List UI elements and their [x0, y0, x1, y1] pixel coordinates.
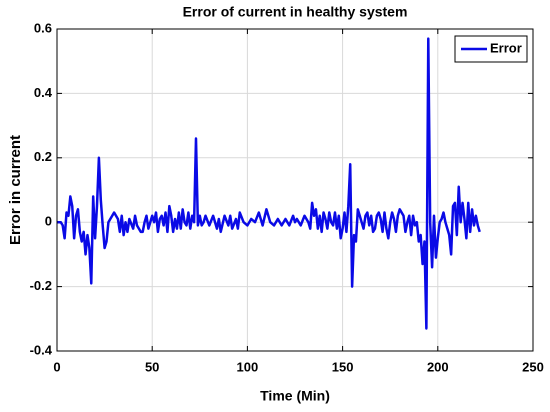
x-tick-label: 200	[427, 359, 449, 374]
plot-frame	[56, 28, 534, 352]
x-tick-label: 50	[145, 359, 159, 374]
data-line	[57, 37, 481, 330]
y-tick-label: -0.4	[30, 342, 53, 357]
plot-area	[57, 29, 533, 351]
legend-label: Error	[490, 40, 522, 55]
x-axis-label: Time (Min)	[260, 388, 330, 404]
x-tick-label: 250	[522, 359, 544, 374]
y-tick-label: 0.6	[34, 20, 52, 35]
x-tick-label: 0	[53, 359, 60, 374]
chart-title: Error of current in healthy system	[183, 4, 408, 20]
x-tick-label: 150	[332, 359, 354, 374]
y-tick-label: -0.2	[30, 278, 52, 293]
y-tick-label: 0.4	[34, 85, 53, 100]
y-axis-label: Error in current	[7, 135, 24, 245]
y-tick-label: 0	[45, 214, 52, 229]
x-tick-label: 100	[237, 359, 259, 374]
y-tick-label: 0.2	[34, 149, 52, 164]
